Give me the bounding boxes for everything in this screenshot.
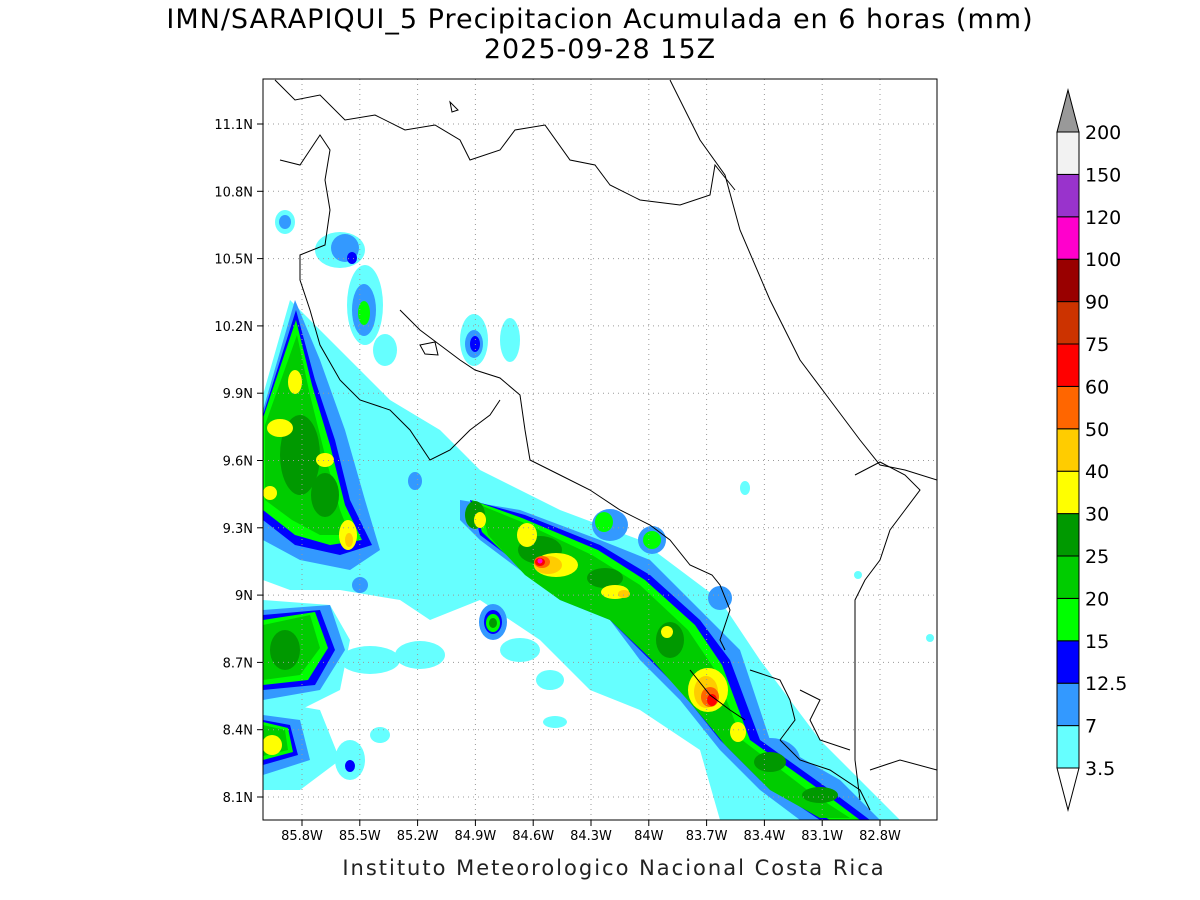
colorbar-level-label: 7: [1085, 716, 1097, 738]
colorbar-level-label: 30: [1085, 504, 1109, 526]
colorbar-legend: 3.5 7 12.5 15 20 25 30 40 50 60 75 90 100 120 150 200: [1056, 88, 1127, 812]
colorbar-level-label: 90: [1085, 292, 1109, 314]
colorbar-swatch: [1056, 258, 1080, 303]
colorbar-swatch: [1056, 343, 1080, 387]
colorbar-swatch: [1056, 470, 1080, 515]
colorbar-level-label: 3.5: [1085, 758, 1115, 780]
colorbar-level-label: 120: [1085, 207, 1121, 229]
lat-tick-label: 8.1N: [223, 791, 253, 806]
lat-tick-label: 8.7N: [223, 656, 253, 671]
lat-tick-label: 9.9N: [223, 387, 253, 402]
lon-tick-label: 83.1W: [801, 829, 843, 844]
lon-tick-label: 82.8W: [859, 829, 901, 844]
lat-tick-label: 10.5N: [214, 253, 253, 268]
lat-tick-label: 9.6N: [223, 455, 253, 470]
lon-tick-label: 85.5W: [339, 829, 381, 844]
colorbar-level-label: 12.5: [1085, 673, 1127, 695]
lat-tick-label: 10.2N: [214, 320, 253, 335]
colorbar-swatch: [1056, 216, 1080, 260]
map-title: IMN/SARAPIQUI_5 Precipitacion Acumulada …: [166, 4, 1034, 35]
latitude-ticks: 11.1N 10.8N 10.5N 10.2N 9.9N 9.6N 9.3N 9N 8.7N 8.…: [214, 118, 263, 806]
colorbar-level-label: 50: [1085, 419, 1109, 441]
colorbar-swatch: [1056, 428, 1080, 472]
longitude-ticks: 85.8W 85.5W 85.2W 84.9W 84.6W 84.3W 84W 83.7W 83…: [281, 820, 901, 844]
colorbar-swatch: [1056, 640, 1080, 684]
colorbar-swatch: [1056, 301, 1080, 345]
colorbar-level-label: 200: [1085, 122, 1121, 144]
lon-tick-label: 84.9W: [454, 829, 496, 844]
lon-tick-label: 84.3W: [570, 829, 612, 844]
colorbar-level-label: 60: [1085, 376, 1109, 398]
colorbar-level-label: 15: [1085, 631, 1109, 653]
lon-tick-label: 83.7W: [686, 829, 728, 844]
colorbar-level-label: 75: [1085, 334, 1109, 356]
colorbar-level-label: 40: [1085, 461, 1109, 483]
colorbar-level-label: 150: [1085, 164, 1121, 186]
precip-band-120: [537, 558, 543, 564]
lon-tick-label: 85.2W: [397, 829, 439, 844]
colorbar-level-label: 25: [1085, 546, 1109, 568]
map-frame: [262, 78, 938, 821]
map-footer-credit: Instituto Meteorologico Nacional Costa R…: [342, 856, 886, 880]
lat-tick-label: 8.4N: [223, 724, 253, 739]
colorbar-level-label: 20: [1085, 588, 1109, 610]
colorbar-swatch: [1056, 682, 1080, 727]
lon-tick-label: 84.6W: [512, 829, 554, 844]
lon-tick-label: 83.4W: [743, 829, 785, 844]
colorbar-swatch: [1056, 597, 1080, 642]
colorbar-swatch: [1056, 131, 1080, 175]
coastline-borders: [274, 79, 937, 811]
lon-tick-label: 84W: [634, 829, 664, 844]
colorbar-level-label: 100: [1085, 249, 1121, 271]
lat-tick-label: 10.8N: [214, 185, 253, 200]
map-subtitle-date: 2025-09-28 15Z: [483, 34, 717, 65]
colorbar-swatch: [1056, 173, 1080, 218]
colorbar-swatch: [1056, 385, 1080, 430]
lon-tick-label: 85.8W: [281, 829, 323, 844]
map-gridlines: [263, 79, 937, 820]
colorbar-overflow-arrow: [1056, 88, 1080, 133]
colorbar-underflow-arrow: [1056, 767, 1080, 812]
colorbar-swatch: [1056, 725, 1080, 769]
lat-tick-label: 9N: [235, 589, 253, 604]
lat-tick-label: 11.1N: [214, 118, 253, 133]
precipitation-field: [263, 210, 934, 820]
colorbar-swatch: [1056, 513, 1080, 557]
colorbar-swatch: [1056, 555, 1080, 599]
lat-tick-label: 9.3N: [223, 522, 253, 537]
